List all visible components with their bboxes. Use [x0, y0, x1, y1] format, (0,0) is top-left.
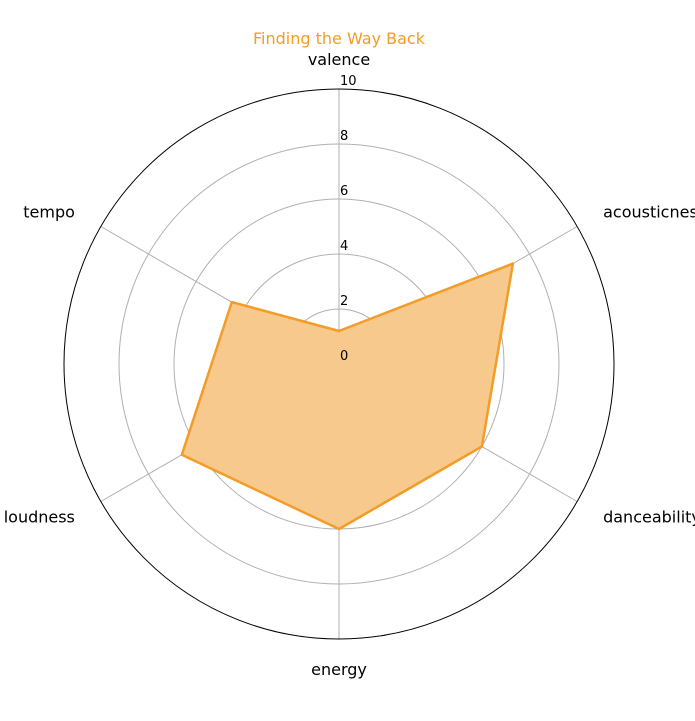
grid-ring-8 — [118, 143, 560, 585]
series-fill-0 — [181, 263, 513, 529]
axis-label-loudness: loudness — [4, 508, 75, 527]
tick-label-10: 10 — [340, 74, 357, 89]
tick-label-8: 8 — [340, 129, 348, 144]
tick-label-4: 4 — [340, 239, 348, 254]
radar-series — [180, 262, 515, 531]
axis-label-energy: energy — [311, 660, 367, 679]
axis-label-danceability: danceability — [603, 508, 695, 527]
tick-label-0: 0 — [340, 349, 348, 364]
axis-label-valence: valence — [308, 50, 370, 69]
axis-label-tempo: tempo — [23, 203, 75, 222]
radar-tick-labels: 0 2 4 6 8 10 — [340, 74, 357, 364]
tick-label-2: 2 — [340, 294, 348, 309]
chart-title: Finding the Way Back — [253, 29, 426, 48]
tick-label-6: 6 — [340, 184, 348, 199]
radar-axis-labels: valence acousticness danceability energy lou… — [4, 50, 695, 679]
outer-ring — [63, 88, 615, 640]
axis-label-acousticness: acousticness — [603, 203, 695, 222]
